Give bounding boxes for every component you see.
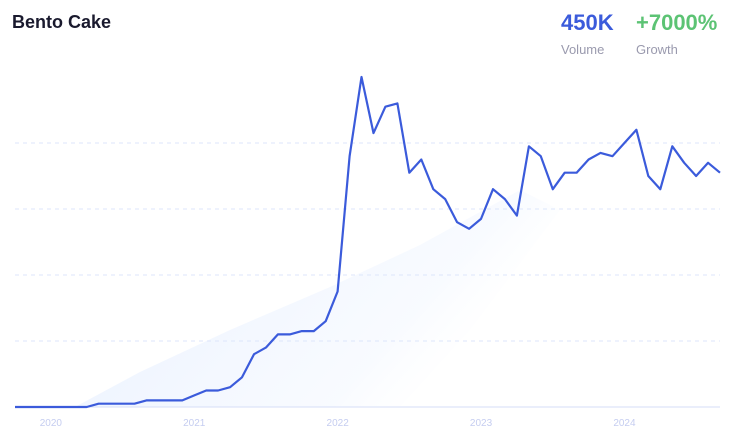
x-tick-label: 2023 xyxy=(470,418,493,429)
series-line xyxy=(15,75,721,409)
page-title: Bento Cake xyxy=(12,12,112,32)
volume-value: 450K xyxy=(561,10,614,35)
x-tick-label: 2024 xyxy=(613,418,636,429)
background-fade xyxy=(75,190,560,407)
x-tick-label: 2020 xyxy=(40,418,63,429)
x-tick-label: 2021 xyxy=(183,418,206,429)
volume-label: Volume xyxy=(561,42,605,57)
volume-stat: 450K Volume xyxy=(561,10,614,57)
growth-label: Growth xyxy=(636,42,678,57)
growth-value: +7000% xyxy=(636,10,718,35)
growth-stat: +7000% Growth xyxy=(636,10,717,57)
x-tick-label: 2022 xyxy=(327,418,350,429)
